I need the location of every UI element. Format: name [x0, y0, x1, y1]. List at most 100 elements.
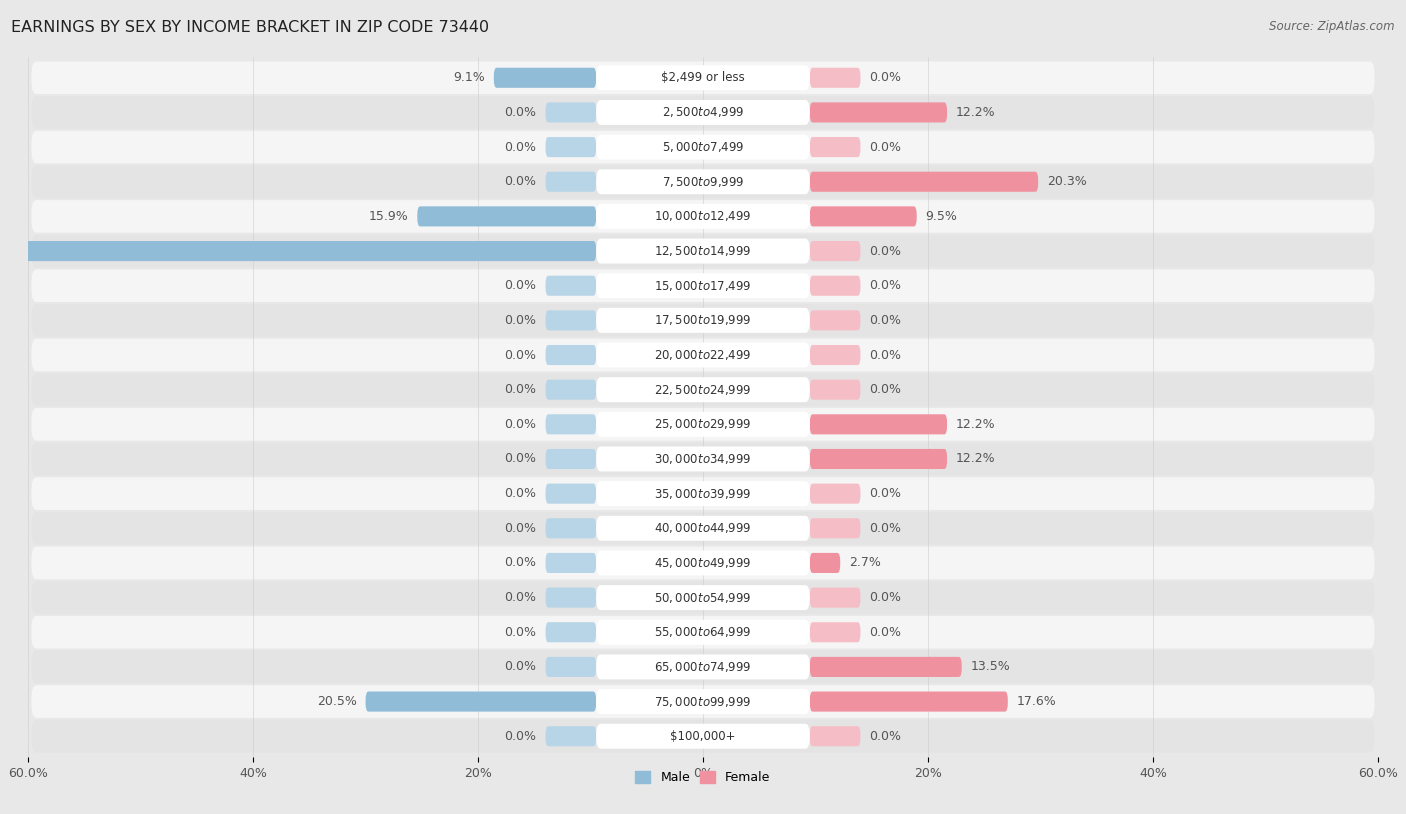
- FancyBboxPatch shape: [596, 447, 810, 471]
- FancyBboxPatch shape: [810, 588, 860, 608]
- FancyBboxPatch shape: [31, 339, 1375, 371]
- Text: 0.0%: 0.0%: [869, 244, 901, 257]
- Text: 0.0%: 0.0%: [869, 626, 901, 639]
- Text: 0.0%: 0.0%: [505, 383, 537, 396]
- FancyBboxPatch shape: [596, 412, 810, 437]
- FancyBboxPatch shape: [596, 481, 810, 506]
- FancyBboxPatch shape: [596, 274, 810, 298]
- Text: EARNINGS BY SEX BY INCOME BRACKET IN ZIP CODE 73440: EARNINGS BY SEX BY INCOME BRACKET IN ZIP…: [11, 20, 489, 35]
- FancyBboxPatch shape: [596, 169, 810, 195]
- Text: 20.3%: 20.3%: [1047, 175, 1087, 188]
- Text: 0.0%: 0.0%: [505, 591, 537, 604]
- FancyBboxPatch shape: [546, 519, 596, 538]
- FancyBboxPatch shape: [31, 165, 1375, 198]
- FancyBboxPatch shape: [596, 65, 810, 90]
- Text: 0.0%: 0.0%: [869, 141, 901, 154]
- FancyBboxPatch shape: [596, 654, 810, 680]
- FancyBboxPatch shape: [596, 134, 810, 160]
- FancyBboxPatch shape: [596, 377, 810, 402]
- Text: $2,499 or less: $2,499 or less: [661, 72, 745, 85]
- Text: 12.2%: 12.2%: [956, 106, 995, 119]
- FancyBboxPatch shape: [31, 581, 1375, 614]
- FancyBboxPatch shape: [810, 103, 948, 122]
- FancyBboxPatch shape: [31, 269, 1375, 302]
- FancyBboxPatch shape: [546, 622, 596, 642]
- FancyBboxPatch shape: [31, 685, 1375, 718]
- FancyBboxPatch shape: [810, 553, 841, 573]
- Text: $55,000 to $64,999: $55,000 to $64,999: [654, 625, 752, 639]
- Legend: Male, Female: Male, Female: [630, 766, 776, 790]
- FancyBboxPatch shape: [418, 206, 596, 226]
- FancyBboxPatch shape: [810, 692, 1008, 711]
- Text: Source: ZipAtlas.com: Source: ZipAtlas.com: [1270, 20, 1395, 33]
- Text: 0.0%: 0.0%: [505, 314, 537, 327]
- FancyBboxPatch shape: [0, 241, 596, 261]
- Text: $12,500 to $14,999: $12,500 to $14,999: [654, 244, 752, 258]
- Text: 0.0%: 0.0%: [505, 348, 537, 361]
- Text: 0.0%: 0.0%: [505, 522, 537, 535]
- Text: 0.0%: 0.0%: [505, 660, 537, 673]
- FancyBboxPatch shape: [31, 616, 1375, 649]
- Text: $22,500 to $24,999: $22,500 to $24,999: [654, 383, 752, 396]
- Text: $5,000 to $7,499: $5,000 to $7,499: [662, 140, 744, 154]
- Text: 0.0%: 0.0%: [869, 487, 901, 500]
- Text: 15.9%: 15.9%: [368, 210, 408, 223]
- FancyBboxPatch shape: [31, 374, 1375, 406]
- Text: 0.0%: 0.0%: [869, 72, 901, 85]
- Text: 13.5%: 13.5%: [970, 660, 1011, 673]
- FancyBboxPatch shape: [31, 62, 1375, 94]
- FancyBboxPatch shape: [31, 200, 1375, 233]
- FancyBboxPatch shape: [546, 484, 596, 504]
- FancyBboxPatch shape: [596, 689, 810, 714]
- FancyBboxPatch shape: [810, 414, 948, 435]
- FancyBboxPatch shape: [596, 516, 810, 540]
- Text: 12.2%: 12.2%: [956, 418, 995, 431]
- FancyBboxPatch shape: [596, 724, 810, 749]
- FancyBboxPatch shape: [596, 343, 810, 367]
- Text: 0.0%: 0.0%: [869, 348, 901, 361]
- Text: $50,000 to $54,999: $50,000 to $54,999: [654, 591, 752, 605]
- Text: $20,000 to $22,499: $20,000 to $22,499: [654, 348, 752, 362]
- Text: 12.2%: 12.2%: [956, 453, 995, 466]
- FancyBboxPatch shape: [31, 650, 1375, 683]
- Text: $65,000 to $74,999: $65,000 to $74,999: [654, 660, 752, 674]
- Text: 0.0%: 0.0%: [505, 106, 537, 119]
- FancyBboxPatch shape: [810, 622, 860, 642]
- FancyBboxPatch shape: [810, 310, 860, 330]
- FancyBboxPatch shape: [810, 484, 860, 504]
- FancyBboxPatch shape: [596, 619, 810, 645]
- Text: 9.5%: 9.5%: [925, 210, 957, 223]
- Text: 0.0%: 0.0%: [505, 279, 537, 292]
- Text: 20.5%: 20.5%: [316, 695, 357, 708]
- FancyBboxPatch shape: [810, 657, 962, 677]
- Text: 9.1%: 9.1%: [453, 72, 485, 85]
- Text: 2.7%: 2.7%: [849, 557, 882, 570]
- FancyBboxPatch shape: [596, 204, 810, 229]
- FancyBboxPatch shape: [31, 477, 1375, 510]
- Text: 0.0%: 0.0%: [505, 453, 537, 466]
- FancyBboxPatch shape: [546, 449, 596, 469]
- FancyBboxPatch shape: [546, 276, 596, 295]
- Text: $17,500 to $19,999: $17,500 to $19,999: [654, 313, 752, 327]
- FancyBboxPatch shape: [596, 239, 810, 264]
- FancyBboxPatch shape: [494, 68, 596, 88]
- Text: $45,000 to $49,999: $45,000 to $49,999: [654, 556, 752, 570]
- Text: $25,000 to $29,999: $25,000 to $29,999: [654, 418, 752, 431]
- FancyBboxPatch shape: [31, 96, 1375, 129]
- Text: 0.0%: 0.0%: [505, 175, 537, 188]
- Text: 0.0%: 0.0%: [505, 141, 537, 154]
- FancyBboxPatch shape: [596, 100, 810, 125]
- Text: $30,000 to $34,999: $30,000 to $34,999: [654, 452, 752, 466]
- Text: 17.6%: 17.6%: [1017, 695, 1056, 708]
- FancyBboxPatch shape: [810, 345, 860, 365]
- FancyBboxPatch shape: [810, 449, 948, 469]
- FancyBboxPatch shape: [546, 553, 596, 573]
- Text: 0.0%: 0.0%: [505, 557, 537, 570]
- FancyBboxPatch shape: [546, 726, 596, 746]
- Text: $2,500 to $4,999: $2,500 to $4,999: [662, 106, 744, 120]
- FancyBboxPatch shape: [810, 137, 860, 157]
- Text: 0.0%: 0.0%: [505, 626, 537, 639]
- Text: $100,000+: $100,000+: [671, 729, 735, 742]
- FancyBboxPatch shape: [546, 310, 596, 330]
- FancyBboxPatch shape: [31, 408, 1375, 440]
